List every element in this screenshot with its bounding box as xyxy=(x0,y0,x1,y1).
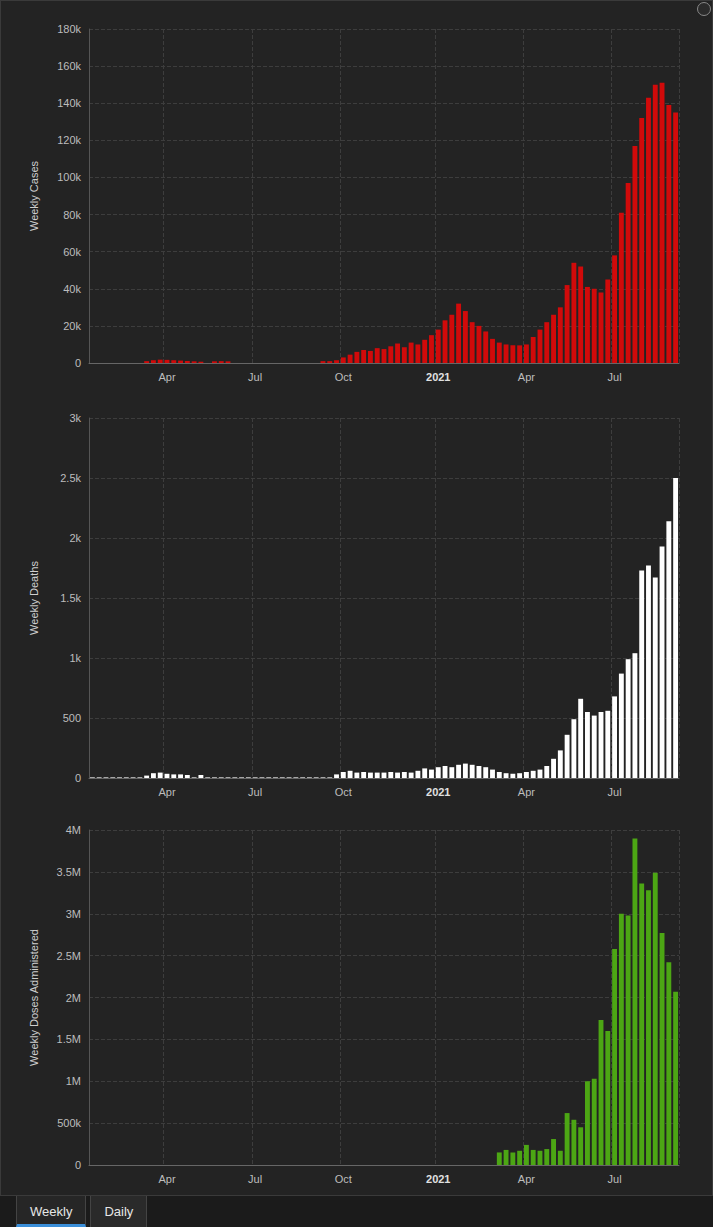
svg-text:3k: 3k xyxy=(69,412,81,424)
svg-text:2.5k: 2.5k xyxy=(60,472,81,484)
svg-text:Apr: Apr xyxy=(518,786,535,798)
svg-text:Jul: Jul xyxy=(248,1173,262,1185)
svg-text:500k: 500k xyxy=(57,1117,81,1129)
html-text:Weekly: Weekly xyxy=(30,1204,73,1219)
svg-text:2.5M: 2.5M xyxy=(57,950,81,962)
svg-text:20k: 20k xyxy=(63,320,81,332)
svg-text:Weekly Doses Administered: Weekly Doses Administered xyxy=(28,929,40,1066)
svg-text:Apr: Apr xyxy=(158,1173,175,1185)
svg-text:Oct: Oct xyxy=(335,1173,352,1185)
svg-text:2k: 2k xyxy=(69,532,81,544)
svg-text:0: 0 xyxy=(75,1159,81,1171)
svg-text:Weekly Deaths: Weekly Deaths xyxy=(28,561,40,635)
svg-text:2021: 2021 xyxy=(426,786,450,798)
html-text:Daily: Daily xyxy=(104,1204,134,1219)
svg-text:Apr: Apr xyxy=(518,371,535,383)
svg-text:Apr: Apr xyxy=(158,371,175,383)
svg-text:0: 0 xyxy=(75,357,81,369)
svg-text:60k: 60k xyxy=(63,246,81,258)
svg-text:1.5k: 1.5k xyxy=(60,592,81,604)
svg-text:2021: 2021 xyxy=(426,371,450,383)
svg-text:Weekly Cases: Weekly Cases xyxy=(28,160,40,231)
svg-text:160k: 160k xyxy=(57,60,81,72)
svg-text:3.5M: 3.5M xyxy=(57,866,81,878)
svg-text:1M: 1M xyxy=(66,1075,81,1087)
svg-text:80k: 80k xyxy=(63,209,81,221)
svg-text:40k: 40k xyxy=(63,283,81,295)
svg-text:Apr: Apr xyxy=(518,1173,535,1185)
svg-text:Oct: Oct xyxy=(335,786,352,798)
svg-text:0: 0 xyxy=(75,772,81,784)
svg-text:140k: 140k xyxy=(57,97,81,109)
svg-text:1.5M: 1.5M xyxy=(57,1033,81,1045)
svg-text:1k: 1k xyxy=(69,652,81,664)
svg-text:2021: 2021 xyxy=(426,1173,450,1185)
svg-text:Apr: Apr xyxy=(158,786,175,798)
svg-text:3M: 3M xyxy=(66,908,81,920)
svg-text:2M: 2M xyxy=(66,992,81,1004)
svg-text:Oct: Oct xyxy=(335,371,352,383)
svg-text:500: 500 xyxy=(63,712,81,724)
svg-text:120k: 120k xyxy=(57,134,81,146)
svg-text:Jul: Jul xyxy=(608,1173,622,1185)
svg-text:Jul: Jul xyxy=(608,371,622,383)
svg-text:Jul: Jul xyxy=(248,786,262,798)
svg-text:180k: 180k xyxy=(57,23,81,35)
svg-text:Jul: Jul xyxy=(608,786,622,798)
svg-text:4M: 4M xyxy=(66,824,81,836)
svg-text:Jul: Jul xyxy=(248,371,262,383)
svg-text:100k: 100k xyxy=(57,171,81,183)
